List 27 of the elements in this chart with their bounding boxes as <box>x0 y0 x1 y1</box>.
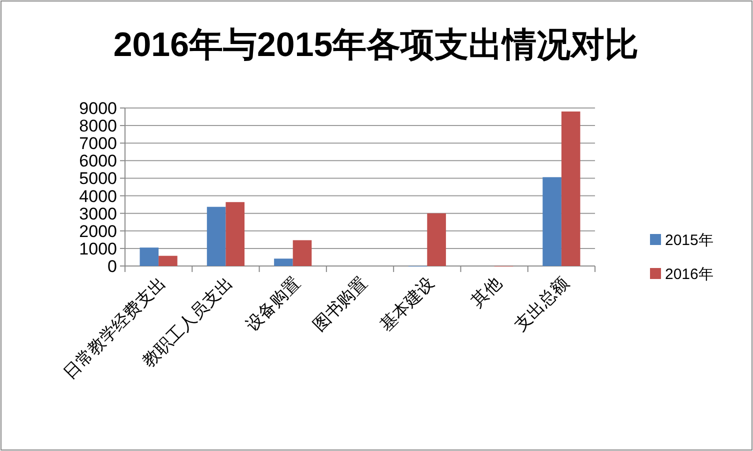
y-tick-label: 0 <box>108 257 117 276</box>
legend-label: 2016年 <box>665 266 714 283</box>
bar <box>206 206 226 266</box>
bar <box>542 177 562 266</box>
bar <box>140 248 159 266</box>
x-tick-label: 基本建设 <box>376 273 438 335</box>
y-tick-label: 6000 <box>79 152 117 171</box>
y-tick-label: 4000 <box>79 186 117 206</box>
y-tick-label: 2000 <box>79 222 117 241</box>
y-tick-label: 7000 <box>79 134 117 154</box>
bar <box>561 112 580 266</box>
bar <box>274 258 293 266</box>
y-tick-label: 8000 <box>79 116 117 136</box>
bar <box>158 256 178 266</box>
chart-title: 2016年与2015年各项支出情况对比 <box>113 26 639 64</box>
y-tick-label: 3000 <box>79 204 117 224</box>
x-tick-label: 图书购置 <box>309 273 371 335</box>
x-tick-label: 支出总额 <box>510 273 572 335</box>
y-tick-label: 5000 <box>79 169 117 188</box>
bar <box>292 240 312 266</box>
x-tick-label: 设备购置 <box>242 273 304 335</box>
y-tick-label: 9000 <box>79 99 117 118</box>
y-tick-label: 1000 <box>79 239 117 258</box>
legend-label: 2015年 <box>665 232 714 249</box>
bar <box>427 213 446 266</box>
x-tick-label: 其他 <box>468 273 506 311</box>
bar <box>226 202 245 266</box>
